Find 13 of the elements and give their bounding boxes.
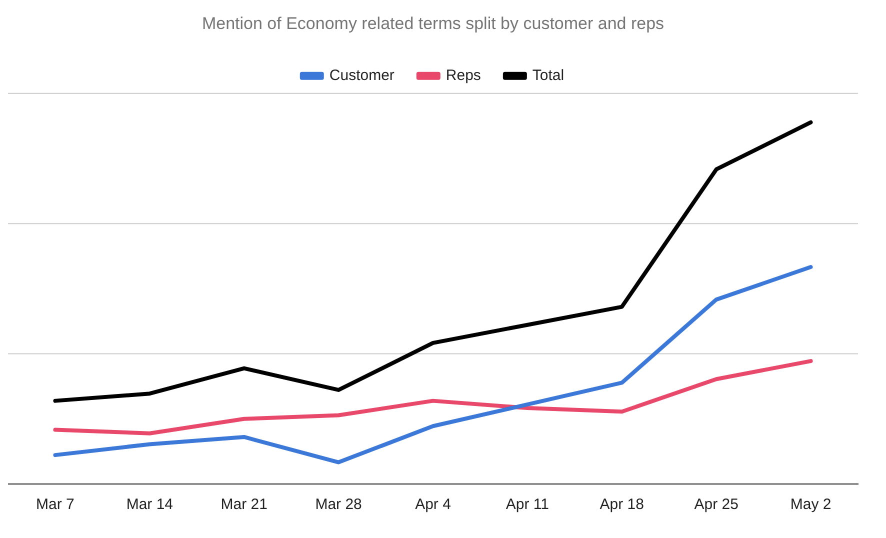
x-tick-label: May 2 bbox=[790, 496, 832, 514]
x-tick-label: Apr 4 bbox=[415, 496, 451, 514]
x-tick-label: Apr 25 bbox=[694, 496, 738, 514]
legend-label: Reps bbox=[446, 67, 481, 84]
x-tick-label: Apr 11 bbox=[506, 496, 549, 514]
x-tick-label: Mar 14 bbox=[126, 496, 174, 514]
x-tick-label: Mar 7 bbox=[36, 496, 74, 514]
x-tick-label: Mar 21 bbox=[220, 496, 268, 514]
x-tick-label: Mar 28 bbox=[315, 496, 362, 514]
legend-label: Customer bbox=[329, 67, 394, 84]
legend-label: Total bbox=[532, 67, 564, 84]
x-tick-label: Apr 18 bbox=[600, 496, 644, 514]
chart-title: Mention of Economy related terms split by customer and reps bbox=[202, 14, 664, 33]
